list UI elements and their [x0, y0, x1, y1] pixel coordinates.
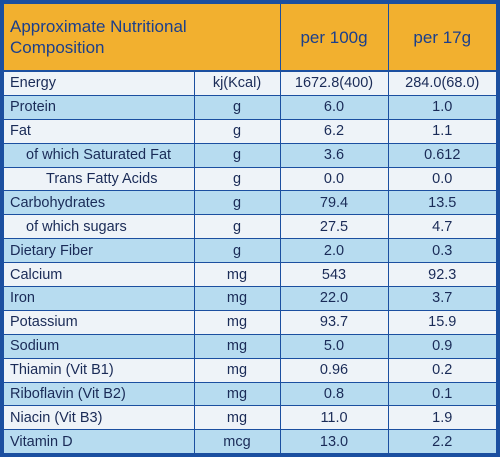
- value-per-17g: 0.9: [388, 334, 497, 359]
- unit-cell: mg: [194, 286, 281, 311]
- unit-cell: mg: [194, 405, 281, 431]
- value-per-17g: 1.9: [388, 405, 497, 431]
- value-per-17g: 1.1: [388, 119, 497, 144]
- value-per-17g: 1.0: [388, 95, 497, 120]
- unit-cell: mg: [194, 262, 281, 288]
- value-per-17g: 0.2: [388, 358, 497, 383]
- nutrient-name: Thiamin (Vit B1): [4, 358, 195, 383]
- table-row: of which sugars g 27.5 4.7: [4, 214, 497, 240]
- table-row: Trans Fatty Acids g 0.0 0.0: [4, 167, 497, 192]
- nutrient-name: of which Saturated Fat: [4, 143, 195, 168]
- unit-cell: mg: [194, 334, 281, 359]
- table-row: of which Saturated Fat g 3.6 0.612: [4, 143, 497, 168]
- unit-cell: mg: [194, 382, 281, 407]
- table-row: Sodium mg 5.0 0.9: [4, 334, 497, 359]
- value-per-17g: 15.9: [388, 310, 497, 335]
- table-header-row: Approximate Nutritional Composition per …: [4, 4, 497, 72]
- table-row: Calcium mg 543 92.3: [4, 262, 497, 288]
- value-per-100g: 6.0: [280, 95, 389, 120]
- value-per-17g: 4.7: [388, 214, 497, 240]
- nutrient-name: Riboflavin (Vit B2): [4, 382, 195, 407]
- table-title: Approximate Nutritional Composition: [4, 4, 281, 72]
- value-per-100g: 22.0: [280, 286, 389, 311]
- value-per-100g: 2.0: [280, 238, 389, 264]
- table-body: Energy kj(Kcal) 1672.8(400) 284.0(68.0) Prot…: [4, 71, 497, 455]
- table-row: Niacin (Vit B3) mg 11.0 1.9: [4, 405, 497, 431]
- value-per-100g: 0.0: [280, 167, 389, 192]
- value-per-100g: 11.0: [280, 405, 389, 431]
- unit-cell: g: [194, 190, 281, 216]
- value-per-17g: 284.0(68.0): [388, 71, 497, 96]
- table-row: Thiamin (Vit B1) mg 0.96 0.2: [4, 358, 497, 383]
- table-row: Energy kj(Kcal) 1672.8(400) 284.0(68.0): [4, 71, 497, 96]
- nutrient-name: Calcium: [4, 262, 195, 288]
- value-per-100g: 0.8: [280, 382, 389, 407]
- nutrition-table: Approximate Nutritional Composition per …: [4, 4, 497, 455]
- table-row: Dietary Fiber g 2.0 0.3: [4, 238, 497, 264]
- value-per-17g: 0.612: [388, 143, 497, 168]
- nutrient-name: Dietary Fiber: [4, 238, 195, 264]
- unit-cell: g: [194, 167, 281, 192]
- value-per-100g: 5.0: [280, 334, 389, 359]
- column-header-per-17g: per 17g: [388, 4, 497, 72]
- table-row: Protein g 6.0 1.0: [4, 95, 497, 120]
- value-per-100g: 1672.8(400): [280, 71, 389, 96]
- nutrient-name: Potassium: [4, 310, 195, 335]
- value-per-17g: 13.5: [388, 190, 497, 216]
- value-per-17g: 92.3: [388, 262, 497, 288]
- value-per-100g: 3.6: [280, 143, 389, 168]
- table-title-line2: Composition: [10, 38, 105, 57]
- value-per-100g: 93.7: [280, 310, 389, 335]
- column-header-per-100g: per 100g: [280, 4, 389, 72]
- nutrient-name: Vitamin D: [4, 429, 195, 455]
- nutrient-name: Iron: [4, 286, 195, 311]
- unit-cell: kj(Kcal): [194, 71, 281, 96]
- unit-cell: mcg: [194, 429, 281, 455]
- unit-cell: g: [194, 119, 281, 144]
- value-per-100g: 27.5: [280, 214, 389, 240]
- table-row: Riboflavin (Vit B2) mg 0.8 0.1: [4, 382, 497, 407]
- unit-cell: mg: [194, 358, 281, 383]
- value-per-17g: 0.3: [388, 238, 497, 264]
- table-title-line1: Approximate Nutritional: [10, 17, 187, 36]
- table-row: Fat g 6.2 1.1: [4, 119, 497, 144]
- nutrient-name: Sodium: [4, 334, 195, 359]
- unit-cell: g: [194, 238, 281, 264]
- nutrient-name: Fat: [4, 119, 195, 144]
- nutrient-name: Niacin (Vit B3): [4, 405, 195, 431]
- table-row: Carbohydrates g 79.4 13.5: [4, 190, 497, 216]
- value-per-17g: 0.0: [388, 167, 497, 192]
- nutrient-name: Carbohydrates: [4, 190, 195, 216]
- unit-cell: g: [194, 214, 281, 240]
- unit-cell: g: [194, 143, 281, 168]
- value-per-17g: 2.2: [388, 429, 497, 455]
- value-per-17g: 3.7: [388, 286, 497, 311]
- table-row: Iron mg 22.0 3.7: [4, 286, 497, 311]
- unit-cell: g: [194, 95, 281, 120]
- value-per-100g: 6.2: [280, 119, 389, 144]
- nutrient-name: Trans Fatty Acids: [4, 167, 195, 192]
- value-per-100g: 543: [280, 262, 389, 288]
- nutrient-name: of which sugars: [4, 214, 195, 240]
- value-per-100g: 13.0: [280, 429, 389, 455]
- nutrient-name: Protein: [4, 95, 195, 120]
- nutrient-name: Energy: [4, 71, 195, 96]
- value-per-17g: 0.1: [388, 382, 497, 407]
- table-row: Potassium mg 93.7 15.9: [4, 310, 497, 335]
- value-per-100g: 79.4: [280, 190, 389, 216]
- value-per-100g: 0.96: [280, 358, 389, 383]
- unit-cell: mg: [194, 310, 281, 335]
